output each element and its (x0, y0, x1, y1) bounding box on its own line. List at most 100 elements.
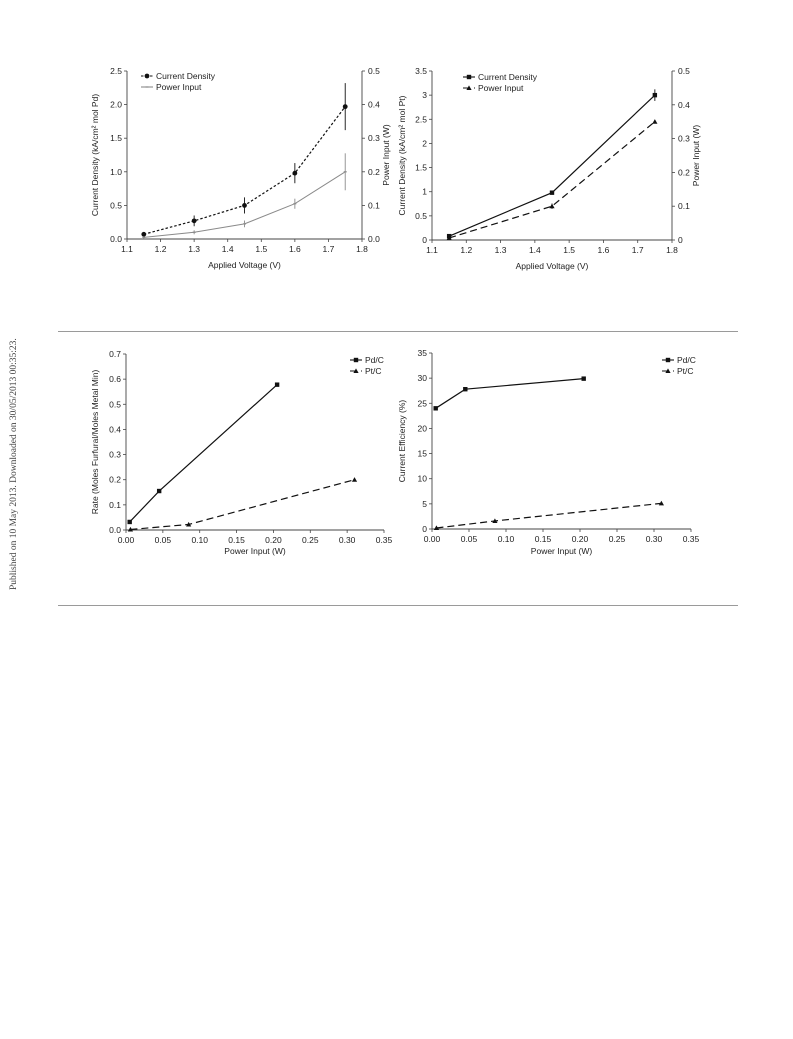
x-tick-label: 1.5 (255, 244, 267, 254)
y-tick-label: 1.5 (110, 133, 122, 143)
chart-1: 1.1 1.2 1.3 1.4 1.5 1.6 1.7 1.80.00.51.01.52.02… (90, 66, 391, 270)
data-point (156, 488, 162, 494)
y-tick-label: 3.5 (415, 66, 427, 76)
download-watermark: Published on 10 May 2013. Downloaded on … (9, 338, 19, 590)
divider-top (58, 331, 738, 332)
data-point (141, 231, 147, 237)
divider-bottom (58, 605, 738, 606)
legend-marker (144, 73, 150, 79)
legend-label: Current Density (156, 71, 216, 81)
y-tick-label: 1.0 (110, 167, 122, 177)
x-tick-label: 0.10 (191, 535, 208, 545)
legend-marker (145, 86, 149, 88)
x-tick-label: 1.5 (563, 245, 575, 255)
data-point (581, 376, 586, 381)
x-tick-label: 1.7 (323, 244, 335, 254)
y-tick-label: 3 (422, 90, 427, 100)
x-tick-label: 0.20 (572, 534, 589, 544)
data-point (549, 203, 555, 209)
download-watermark-text: Published on 10 May 2013. Downloaded on … (9, 338, 19, 590)
x-tick-label: 0.25 (609, 534, 626, 544)
y-tick-label: 0 (422, 235, 427, 245)
x-tick-label: 1.7 (632, 245, 644, 255)
legend-marker (665, 357, 671, 363)
data-point (463, 387, 468, 392)
legend-marker (353, 357, 359, 363)
legend-label: Power Input (156, 82, 202, 92)
y2-tick-label: 0.0 (368, 234, 380, 244)
x-tick-label: 0.35 (683, 534, 700, 544)
x-tick-label: 0.25 (302, 535, 319, 545)
y-tick-label: 0.1 (109, 500, 121, 510)
x-tick-label: 1.8 (356, 244, 368, 254)
y2-tick-label: 0.2 (368, 167, 380, 177)
x-tick-label: 1.2 (460, 245, 472, 255)
series-line-2 (436, 502, 662, 529)
x-tick-label: 1.6 (289, 244, 301, 254)
x-tick-label: 0.15 (228, 535, 245, 545)
y-axis-label: Rate (Moles Furfural/Moles Metal Min) (90, 370, 100, 515)
y-tick-label: 1.5 (415, 163, 427, 173)
x-axis-label: Power Input (W) (224, 546, 286, 556)
legend-label: Pd/C (365, 355, 384, 365)
x-tick-label: 0.30 (339, 535, 356, 545)
y-tick-label: 1 (422, 187, 427, 197)
data-point (186, 521, 192, 527)
data-point (433, 525, 440, 530)
data-point (446, 235, 452, 240)
legend-label: Power Input (478, 83, 524, 93)
data-point (351, 477, 358, 482)
data-point (242, 203, 247, 208)
x-tick-label: 1.3 (188, 244, 200, 254)
y-tick-label: 0.7 (109, 349, 121, 359)
legend-marker (353, 368, 359, 373)
x-tick-label: 0.35 (376, 535, 393, 545)
y2-tick-label: 0.2 (678, 167, 690, 177)
legend-label: Pt/C (677, 366, 694, 376)
legend-label: Pd/C (677, 355, 696, 365)
y-tick-label: 2.0 (110, 100, 122, 110)
y2-tick-label: 0.3 (368, 133, 380, 143)
y2-axis-label: Power Input (W) (381, 124, 391, 186)
y-tick-label: 0.4 (109, 424, 121, 434)
series-line-1 (129, 384, 278, 523)
x-tick-label: 0.00 (424, 534, 441, 544)
y-tick-label: 25 (418, 398, 428, 408)
x-tick-label: 0.15 (535, 534, 552, 544)
data-point (142, 236, 146, 238)
legend-marker (466, 85, 472, 90)
y-tick-label: 0.5 (110, 200, 122, 210)
y2-tick-label: 0.1 (368, 200, 380, 210)
data-point (549, 190, 555, 195)
y2-axis-label: Power Input (W) (691, 125, 701, 187)
data-point (274, 382, 280, 387)
y-tick-label: 10 (418, 474, 428, 484)
legend-label: Pt/C (365, 366, 382, 376)
data-point (652, 119, 658, 124)
y-tick-label: 0 (422, 524, 427, 534)
y-tick-label: 2.5 (415, 114, 427, 124)
x-tick-label: 1.4 (529, 245, 541, 255)
y-tick-label: 5 (422, 499, 427, 509)
x-tick-label: 1.1 (426, 245, 438, 255)
y-axis-label: Current Efficiency (%) (397, 400, 407, 483)
y-tick-label: 20 (418, 423, 428, 433)
data-point (243, 223, 246, 225)
y-tick-label: 0.5 (415, 211, 427, 221)
y2-tick-label: 0.5 (368, 66, 380, 76)
y-axis-label: Current Density (kA/cm² mol Pt) (397, 95, 407, 215)
x-tick-label: 1.1 (121, 244, 133, 254)
y2-tick-label: 0.3 (678, 134, 690, 144)
y-tick-label: 15 (418, 449, 428, 459)
x-tick-label: 0.05 (461, 534, 478, 544)
data-point (192, 231, 196, 233)
y-tick-label: 0.0 (110, 234, 122, 244)
series-line-1 (143, 106, 346, 235)
y-tick-label: 0.0 (109, 525, 121, 535)
series-line-2 (448, 121, 656, 239)
x-tick-label: 1.2 (155, 244, 167, 254)
x-tick-label: 0.10 (498, 534, 515, 544)
x-tick-label: 1.4 (222, 244, 234, 254)
legend-label: Current Density (478, 72, 538, 82)
